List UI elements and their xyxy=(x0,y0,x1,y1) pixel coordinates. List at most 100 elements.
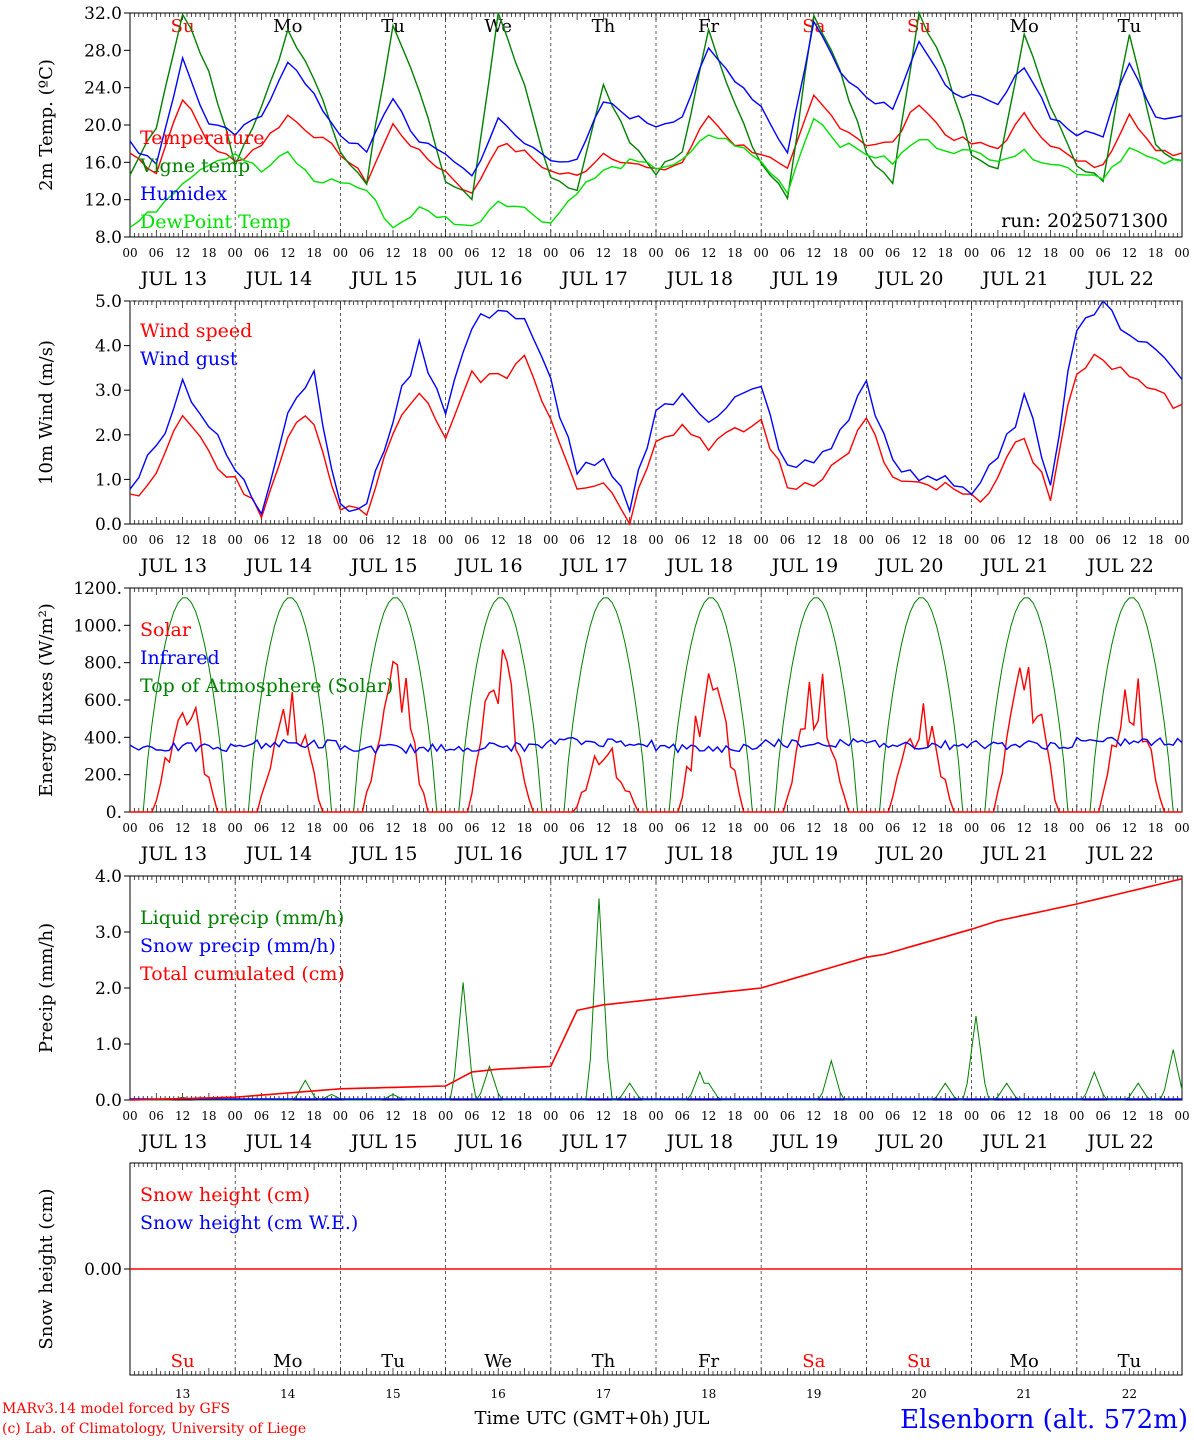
hour-tick-label: 00 xyxy=(1174,533,1189,547)
hour-tick-label: 00 xyxy=(122,821,137,835)
hour-tick-label: 12 xyxy=(175,1109,190,1123)
x-tick-marks xyxy=(129,1163,1183,1375)
hour-tick-label: 00 xyxy=(333,533,348,547)
hour-tick-label: 18 xyxy=(306,533,321,547)
hour-tick-label: 12 xyxy=(701,821,716,835)
panel-precip: 0.0 1.0 2.0 3.0 4.0 Precip (mm/h) 00 06 12 18 JUL … xyxy=(36,867,1190,1153)
hour-tick-label: 18 xyxy=(412,246,427,260)
hour-tick-label: 12 xyxy=(1122,246,1137,260)
weekday-label: Tu xyxy=(1118,1351,1142,1372)
day-date-label: JUL 21 xyxy=(980,268,1048,290)
hour-tick-label: 06 xyxy=(885,533,900,547)
legend-entry: Liquid precip (mm/h) xyxy=(140,907,344,929)
hour-tick-label: 18 xyxy=(201,821,216,835)
hour-tick-label: 00 xyxy=(333,246,348,260)
hour-tick-label: 12 xyxy=(280,246,295,260)
day-number-label: 18 xyxy=(701,1387,716,1401)
weekday-label: Mo xyxy=(273,1351,302,1372)
weekday-label: Su xyxy=(907,1351,931,1372)
hour-tick-label: 00 xyxy=(438,246,453,260)
hour-tick-label: 06 xyxy=(464,1109,479,1123)
day-date-label: JUL 16 xyxy=(454,268,522,290)
hour-tick-label: 00 xyxy=(964,533,979,547)
y-axis-label: 10m Wind (m/s) xyxy=(36,340,57,485)
hour-tick-label: 00 xyxy=(438,821,453,835)
hour-tick-label: 00 xyxy=(543,533,558,547)
day-number-label: 20 xyxy=(911,1387,926,1401)
hour-tick-label: 06 xyxy=(569,821,584,835)
hour-tick-label: 00 xyxy=(1174,1109,1189,1123)
y-axis-label: Precip (mm/h) xyxy=(36,923,57,1053)
legend-entry: Total cumulated (cm) xyxy=(140,963,345,985)
x-tick-marks xyxy=(129,876,1183,1100)
hour-tick-label: 00 xyxy=(1069,533,1084,547)
y-tick-label: 2.0 xyxy=(95,426,122,446)
hour-tick-label: 06 xyxy=(990,246,1005,260)
series-line-liquid-precip xyxy=(130,898,1183,1102)
y-tick-label: 1.0 xyxy=(95,1035,122,1055)
hour-tick-label: 18 xyxy=(938,821,953,835)
day-date-label: JUL 14 xyxy=(244,1131,312,1153)
hour-tick-label: 18 xyxy=(1148,821,1163,835)
weekday-label: Su xyxy=(171,1351,195,1372)
hour-tick-label: 12 xyxy=(911,821,926,835)
hour-tick-label: 18 xyxy=(517,246,532,260)
weekday-label: Tu xyxy=(1118,16,1142,37)
hour-tick-label: 12 xyxy=(701,1109,716,1123)
y-tick-label: 3.0 xyxy=(95,923,122,943)
x-tick-marks xyxy=(129,13,1183,237)
day-number-label: 21 xyxy=(1017,1387,1032,1401)
hour-tick-label: 06 xyxy=(1095,246,1110,260)
day-date-label: JUL 19 xyxy=(770,268,838,290)
y-tick-label: 1200. xyxy=(73,579,122,599)
hour-tick-label: 06 xyxy=(990,1109,1005,1123)
hour-tick-label: 18 xyxy=(622,246,637,260)
hour-tick-label: 18 xyxy=(622,821,637,835)
day-date-label: JUL 17 xyxy=(559,1131,627,1153)
day-date-label: JUL 16 xyxy=(454,843,522,865)
hour-tick-label: 00 xyxy=(859,1109,874,1123)
day-date-label: JUL 14 xyxy=(244,268,312,290)
legend-entry: Infrared xyxy=(140,647,220,669)
hour-tick-label: 12 xyxy=(596,533,611,547)
hour-tick-label: 00 xyxy=(228,821,243,835)
hour-tick-label: 06 xyxy=(254,246,269,260)
hour-tick-label: 06 xyxy=(149,533,164,547)
hour-tick-label: 06 xyxy=(149,1109,164,1123)
lab-credit: (c) Lab. of Climatology, University of L… xyxy=(2,1421,306,1437)
day-date-label: JUL 14 xyxy=(244,555,312,577)
hour-tick-label: 00 xyxy=(648,533,663,547)
day-date-label: JUL 13 xyxy=(139,555,207,577)
hour-tick-label: 00 xyxy=(228,246,243,260)
hour-tick-label: 00 xyxy=(543,246,558,260)
day-number-label: 14 xyxy=(280,1387,296,1401)
hour-tick-label: 00 xyxy=(859,246,874,260)
hour-tick-label: 18 xyxy=(727,246,742,260)
hour-tick-label: 00 xyxy=(1174,821,1189,835)
day-number-label: 19 xyxy=(806,1387,821,1401)
day-date-label: JUL 15 xyxy=(349,268,417,290)
hour-tick-label: 00 xyxy=(754,246,769,260)
hour-tick-label: 06 xyxy=(675,246,690,260)
hour-tick-label: 12 xyxy=(491,1109,506,1123)
y-tick-label: 600. xyxy=(84,691,122,711)
hour-tick-label: 18 xyxy=(727,533,742,547)
series-line-vigne-temp xyxy=(129,10,1183,202)
weekday-label: Su xyxy=(907,16,931,37)
weekday-label: Th xyxy=(592,1351,616,1372)
hour-tick-label: 06 xyxy=(885,246,900,260)
y-tick-label: 8.0 xyxy=(95,228,122,248)
hour-tick-label: 06 xyxy=(1095,533,1110,547)
hour-tick-label: 18 xyxy=(517,821,532,835)
hour-tick-label: 06 xyxy=(990,533,1005,547)
hour-tick-label: 18 xyxy=(832,1109,847,1123)
day-date-label: JUL 16 xyxy=(454,1131,522,1153)
y-axis-label: Snow height (cm) xyxy=(36,1188,57,1349)
hour-tick-label: 12 xyxy=(280,821,295,835)
day-date-label: JUL 13 xyxy=(139,268,207,290)
hour-tick-label: 12 xyxy=(911,1109,926,1123)
hour-tick-label: 06 xyxy=(885,1109,900,1123)
hour-tick-label: 00 xyxy=(1174,246,1189,260)
hour-tick-label: 00 xyxy=(1069,246,1084,260)
hour-tick-label: 06 xyxy=(359,533,374,547)
